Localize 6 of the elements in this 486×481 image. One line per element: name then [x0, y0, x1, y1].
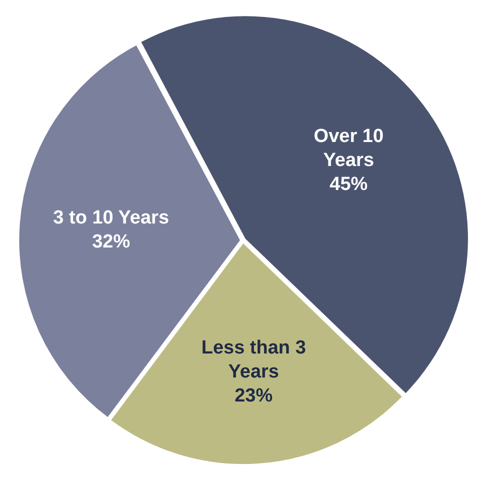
data-label: 45%: [330, 174, 368, 196]
data-label: 32%: [92, 232, 130, 253]
slice-label: Over 10 Years: [314, 126, 384, 172]
slice-label: 3 to 10 Years: [53, 208, 170, 229]
data-label: 23%: [234, 386, 273, 407]
slice-label: Less than 3 Years: [201, 338, 306, 383]
